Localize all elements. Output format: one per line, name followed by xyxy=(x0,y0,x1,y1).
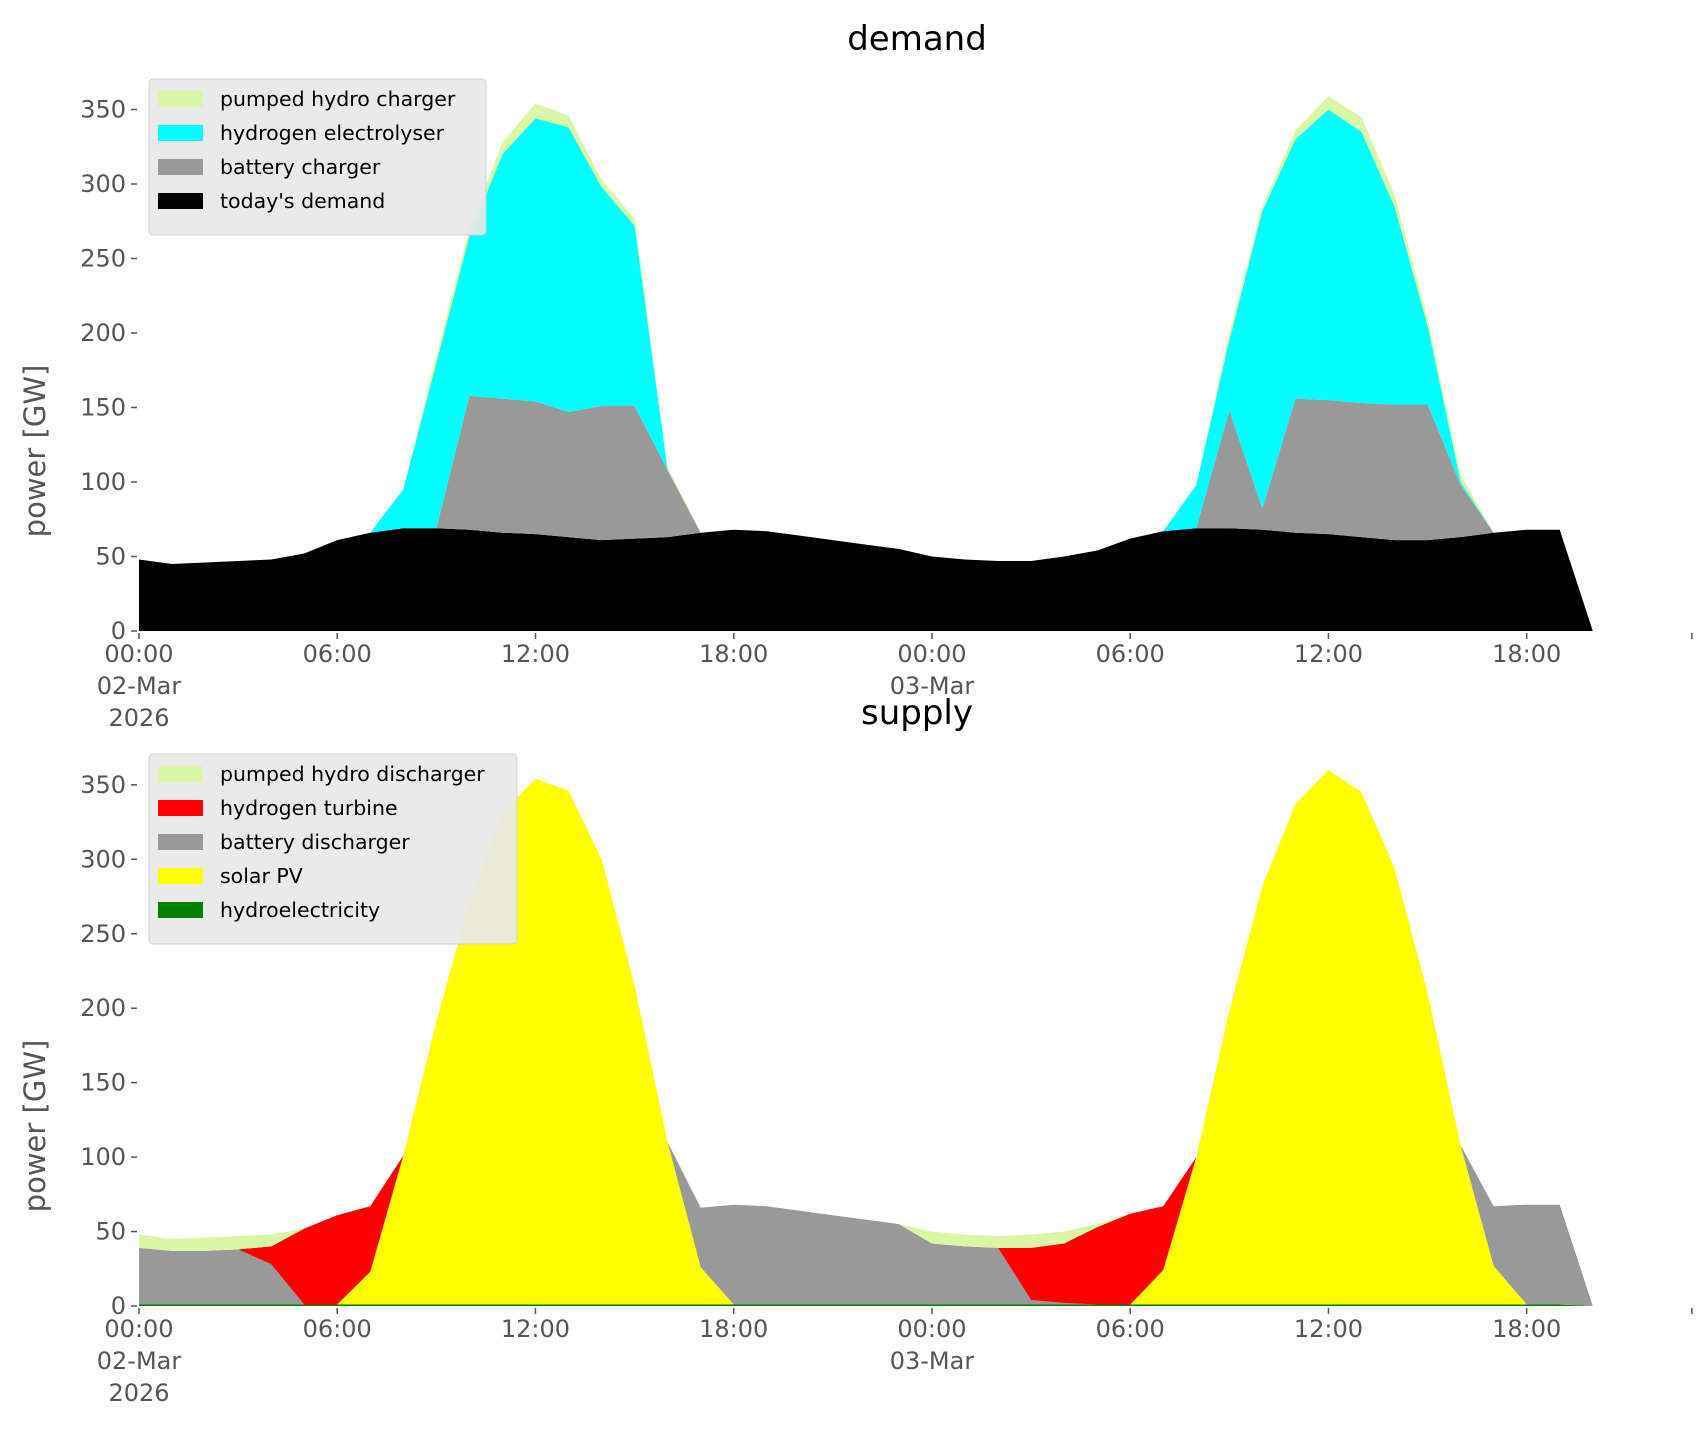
x-tick-label: 2026 xyxy=(108,1379,169,1407)
x-tick-label: 18:00 xyxy=(1492,640,1561,668)
legend-label: hydrogen turbine xyxy=(220,796,398,820)
x-tick-label: 06:00 xyxy=(1096,640,1165,668)
legend-label: solar PV xyxy=(220,864,303,888)
legend-label: battery charger xyxy=(220,155,381,179)
x-tick-label: 18:00 xyxy=(699,640,768,668)
chart-title: demand xyxy=(847,19,987,59)
chart-title: supply xyxy=(861,693,973,733)
y-tick-label: 50 xyxy=(95,1218,126,1246)
x-tick-label: 00:00 xyxy=(104,640,173,668)
demand-chart: demand power [GW] 0 50 100 150 200 250 300 350 00:… xyxy=(18,19,1693,732)
y-tick-label: 200 xyxy=(80,994,126,1022)
y-tick-label: 0 xyxy=(111,1292,126,1320)
y-tick-label: 200 xyxy=(80,319,126,347)
legend-swatch xyxy=(158,834,203,850)
x-tick-label: 06:00 xyxy=(303,640,372,668)
legend-swatch xyxy=(158,159,203,175)
x-tick-label: 12:00 xyxy=(501,1315,570,1343)
y-tick-label: 150 xyxy=(80,394,126,422)
area-battery-charger xyxy=(139,395,1593,631)
area-hydrogen-electrolyser xyxy=(139,109,1593,631)
y-tick-label: 50 xyxy=(95,543,126,571)
y-tick-label: 300 xyxy=(80,170,126,198)
legend: pumped hydro charger hydrogen electrolyse… xyxy=(148,78,487,236)
supply-chart: supply power [GW] 0 50 100 150 200 250 300 350 00:… xyxy=(18,693,1693,1407)
y-tick-label: 250 xyxy=(80,245,126,273)
y-tick-label: 100 xyxy=(80,1143,126,1171)
x-tick-label: 02-Mar xyxy=(97,1347,182,1375)
x-tick-label: 03-Mar xyxy=(890,672,975,700)
x-tick-label: 02-Mar xyxy=(97,672,182,700)
legend-box xyxy=(148,753,518,945)
y-tick-label: 100 xyxy=(80,468,126,496)
y-tick-label: 350 xyxy=(80,771,126,799)
legend-label: hydrogen electrolyser xyxy=(220,121,445,145)
x-tick-label: 06:00 xyxy=(1096,1315,1165,1343)
y-tick-label: 150 xyxy=(80,1069,126,1097)
area-hydroelectricity xyxy=(139,1304,1593,1306)
legend-label: pumped hydro charger xyxy=(220,87,456,111)
legend-label: battery discharger xyxy=(220,830,410,854)
y-tick-label: 350 xyxy=(80,96,126,124)
legend-swatch xyxy=(158,868,203,884)
legend-swatch xyxy=(158,800,203,816)
x-tick-label: 2026 xyxy=(108,704,169,732)
y-axis-label: power [GW] xyxy=(18,1040,52,1213)
legend-box xyxy=(148,78,487,236)
x-tick-label: 18:00 xyxy=(1492,1315,1561,1343)
x-tick-label: 00:00 xyxy=(104,1315,173,1343)
x-tick-label: 03-Mar xyxy=(890,1347,975,1375)
x-tick-label: 12:00 xyxy=(501,640,570,668)
area-today-s-demand xyxy=(139,528,1593,631)
y-tick-label: 0 xyxy=(111,617,126,645)
legend: pumped hydro discharger hydrogen turbine b… xyxy=(148,753,518,945)
legend-swatch xyxy=(158,91,203,107)
x-tick-label: 06:00 xyxy=(303,1315,372,1343)
x-tick-label: 00:00 xyxy=(897,1315,966,1343)
x-tick-label: 00:00 xyxy=(897,640,966,668)
legend-swatch xyxy=(158,766,203,782)
y-tick-label: 300 xyxy=(80,845,126,873)
legend-swatch xyxy=(158,902,203,918)
legend-label: hydroelectricity xyxy=(220,898,380,922)
x-tick-label: 12:00 xyxy=(1294,1315,1363,1343)
x-tick-label: 18:00 xyxy=(699,1315,768,1343)
area-hydrogen-turbine xyxy=(139,770,1593,1306)
legend-label: today's demand xyxy=(220,189,385,213)
y-axis-label: power [GW] xyxy=(18,365,52,538)
x-tick-label: 12:00 xyxy=(1294,640,1363,668)
legend-label: pumped hydro discharger xyxy=(220,762,485,786)
legend-swatch xyxy=(158,125,203,141)
y-tick-label: 250 xyxy=(80,920,126,948)
legend-swatch xyxy=(158,193,203,209)
